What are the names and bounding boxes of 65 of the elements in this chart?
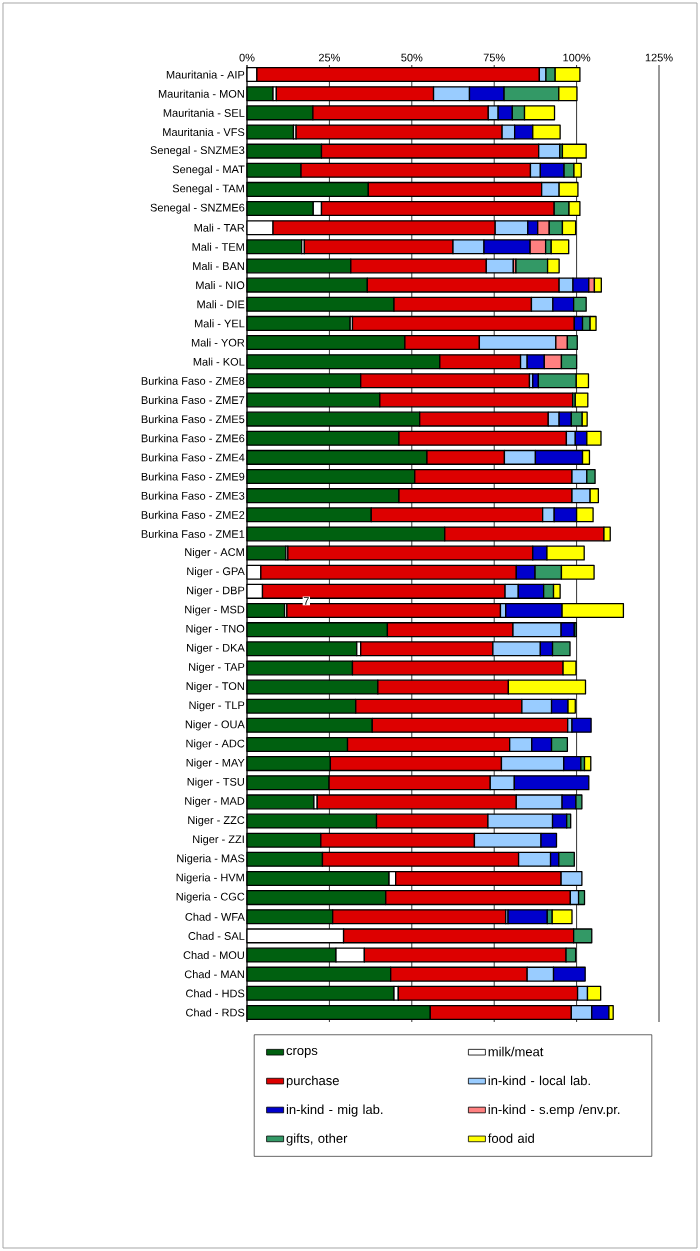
y-tick-label: Burkina Faso - ZME7 <box>141 395 245 404</box>
legend-label: crops <box>286 1047 318 1058</box>
y-tick-label: Niger - ZZC <box>188 815 245 827</box>
y-tick-label: Senegal - SNZME6 <box>150 203 245 214</box>
y-tick-label: Niger - DBP <box>187 586 245 597</box>
y-tick-label: Mali - DIE <box>197 300 245 309</box>
y-tick-label: Burkina Faso - ZME1 <box>141 529 245 538</box>
legend-label: in-kind - s.emp /env.pr. <box>488 1104 620 1117</box>
y-tick-label: Niger - MAY <box>186 758 245 769</box>
x-tick-label: 125% <box>645 53 673 62</box>
y-tick-label: Mali - YOR <box>191 338 245 347</box>
legend-label: in-kind - local lab. <box>488 1075 590 1086</box>
y-tick-label: Mali - TAR <box>194 223 245 232</box>
y-tick-label: Niger - GPA <box>187 567 245 578</box>
y-tick-label: Burkina Faso - ZME2 <box>141 510 245 519</box>
y-tick-label: Chad - HDS <box>186 989 245 998</box>
annotation: 7 <box>303 597 309 605</box>
legend-label: gifts, other <box>286 1133 348 1146</box>
y-tick-label: Mauritania - AIP <box>166 70 245 79</box>
y-tick-label: Mali - KOL <box>193 357 245 366</box>
y-tick-label: Chad - SAL <box>188 931 245 940</box>
y-tick-label: Chad - MOU <box>183 950 244 960</box>
y-tick-label: Burkina Faso - ZME9 <box>141 472 245 481</box>
x-tick-label: 25% <box>318 53 341 62</box>
y-tick-label: Nigeria - MAS <box>177 854 245 865</box>
y-tick-label: Niger - ZZI <box>193 835 244 846</box>
y-tick-label: Niger - TSU <box>187 777 244 788</box>
y-tick-label: Senegal - TAM <box>172 184 244 195</box>
y-tick-label: Mali - TEM <box>192 242 244 251</box>
y-tick-label: Nigeria - HVM <box>176 873 244 884</box>
y-tick-label: Mali - BAN <box>193 261 244 271</box>
y-tick-label: Chad - WFA <box>185 912 245 921</box>
y-tick-label: Burkina Faso - ZME8 <box>141 376 245 385</box>
x-tick-label: 100% <box>563 53 591 62</box>
y-tick-label: Chad - MAN <box>184 970 244 979</box>
y-tick-label: Niger - TON <box>186 681 244 693</box>
y-tick-label: Mauritania - VFS <box>163 127 245 137</box>
y-tick-label: Niger - ADC <box>186 739 245 750</box>
y-tick-label: Niger - TLP <box>189 701 245 712</box>
y-tick-label: Mauritania - SEL <box>163 108 245 117</box>
y-tick-label: Senegal - SNZME3 <box>150 146 245 157</box>
y-tick-label: Burkina Faso - ZME5 <box>141 415 245 424</box>
y-tick-label: Burkina Faso - ZME3 <box>141 491 245 500</box>
y-tick-label: Nigeria - CGC <box>176 892 245 903</box>
y-tick-label: Niger - TAP <box>189 662 245 674</box>
y-tick-label: Burkina Faso - ZME6 <box>141 434 245 443</box>
y-tick-label: Niger - DKA <box>187 643 245 654</box>
legend-label: milk/meat <box>488 1046 544 1057</box>
x-tick-label: 75% <box>483 53 505 62</box>
legend-label: in-kind - mig lab. <box>286 1104 383 1117</box>
y-tick-label: Mali - NIO <box>196 281 245 290</box>
y-tick-label: Burkina Faso - ZME4 <box>141 453 245 462</box>
y-tick-label: Chad - RDS <box>186 1008 245 1017</box>
y-tick-label: Mauritania - MON <box>158 89 244 98</box>
y-tick-label: Mali - YEL <box>194 319 245 328</box>
y-tick-label: Senegal - MAT <box>172 165 245 176</box>
x-tick-label: 50% <box>401 53 423 62</box>
y-tick-label: Niger - OUA <box>185 720 245 731</box>
y-tick-label: Niger - MSD <box>185 605 245 616</box>
legend-label: food aid <box>487 1133 534 1143</box>
y-tick-label: Niger - TNO <box>186 624 245 635</box>
legend-label: purchase <box>286 1075 339 1088</box>
y-tick-label: Niger - ACM <box>185 547 244 559</box>
y-tick-label: Niger - MAD <box>185 796 245 808</box>
x-tick-label: 0% <box>239 53 255 62</box>
